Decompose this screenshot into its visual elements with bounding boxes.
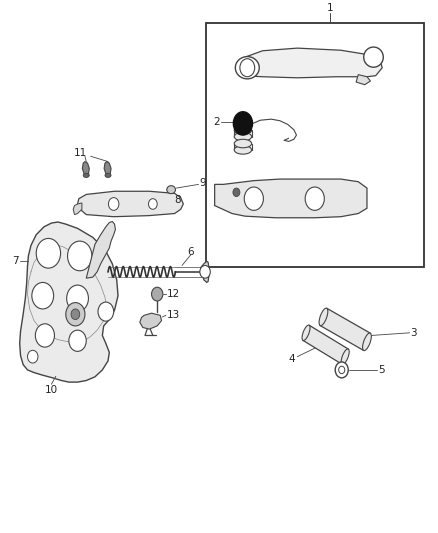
Polygon shape <box>356 75 371 85</box>
Circle shape <box>35 324 54 347</box>
Ellipse shape <box>363 333 371 351</box>
Circle shape <box>69 330 86 351</box>
Ellipse shape <box>319 308 328 326</box>
Circle shape <box>71 309 80 320</box>
Polygon shape <box>73 203 82 215</box>
Ellipse shape <box>302 325 310 341</box>
Circle shape <box>200 265 210 278</box>
Ellipse shape <box>167 185 176 193</box>
Ellipse shape <box>234 126 252 134</box>
Circle shape <box>109 198 119 211</box>
Polygon shape <box>78 191 184 217</box>
Text: 3: 3 <box>410 328 417 338</box>
Polygon shape <box>320 308 370 351</box>
Circle shape <box>240 59 254 77</box>
Text: 10: 10 <box>45 384 58 394</box>
Ellipse shape <box>105 173 111 177</box>
Circle shape <box>98 302 114 321</box>
Circle shape <box>36 238 60 268</box>
Circle shape <box>28 350 38 363</box>
Ellipse shape <box>83 173 89 177</box>
Circle shape <box>233 112 253 135</box>
Polygon shape <box>104 161 111 175</box>
Text: 11: 11 <box>74 148 87 158</box>
Text: 4: 4 <box>289 354 295 365</box>
Text: 13: 13 <box>167 310 180 320</box>
Ellipse shape <box>234 139 252 148</box>
Bar <box>206 23 424 266</box>
Ellipse shape <box>234 146 252 154</box>
Polygon shape <box>86 222 116 278</box>
Polygon shape <box>82 161 89 175</box>
Circle shape <box>66 303 85 326</box>
Ellipse shape <box>341 349 349 365</box>
Polygon shape <box>20 222 118 382</box>
Text: 7: 7 <box>12 256 19 266</box>
Polygon shape <box>140 313 162 329</box>
Polygon shape <box>303 325 348 364</box>
Text: 5: 5 <box>378 365 385 375</box>
Circle shape <box>32 282 53 309</box>
Circle shape <box>152 287 163 301</box>
Text: 12: 12 <box>167 289 180 299</box>
Circle shape <box>148 199 157 209</box>
Text: 9: 9 <box>199 178 206 188</box>
Text: 8: 8 <box>175 195 181 205</box>
Ellipse shape <box>364 47 383 67</box>
Ellipse shape <box>234 132 252 141</box>
Circle shape <box>335 362 348 378</box>
Circle shape <box>244 187 263 211</box>
Circle shape <box>233 188 240 197</box>
Polygon shape <box>215 179 367 218</box>
Text: 2: 2 <box>214 117 220 127</box>
Circle shape <box>305 187 324 211</box>
Circle shape <box>339 366 345 374</box>
Circle shape <box>67 241 92 271</box>
Text: 6: 6 <box>187 247 194 257</box>
Circle shape <box>67 285 88 312</box>
Polygon shape <box>243 48 382 78</box>
Polygon shape <box>201 261 209 282</box>
Ellipse shape <box>235 56 259 79</box>
Text: 1: 1 <box>327 3 333 13</box>
